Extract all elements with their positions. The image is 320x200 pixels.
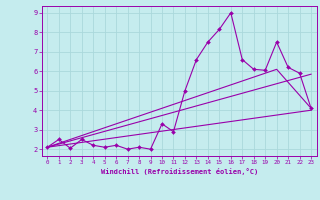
X-axis label: Windchill (Refroidissement éolien,°C): Windchill (Refroidissement éolien,°C) xyxy=(100,168,258,175)
